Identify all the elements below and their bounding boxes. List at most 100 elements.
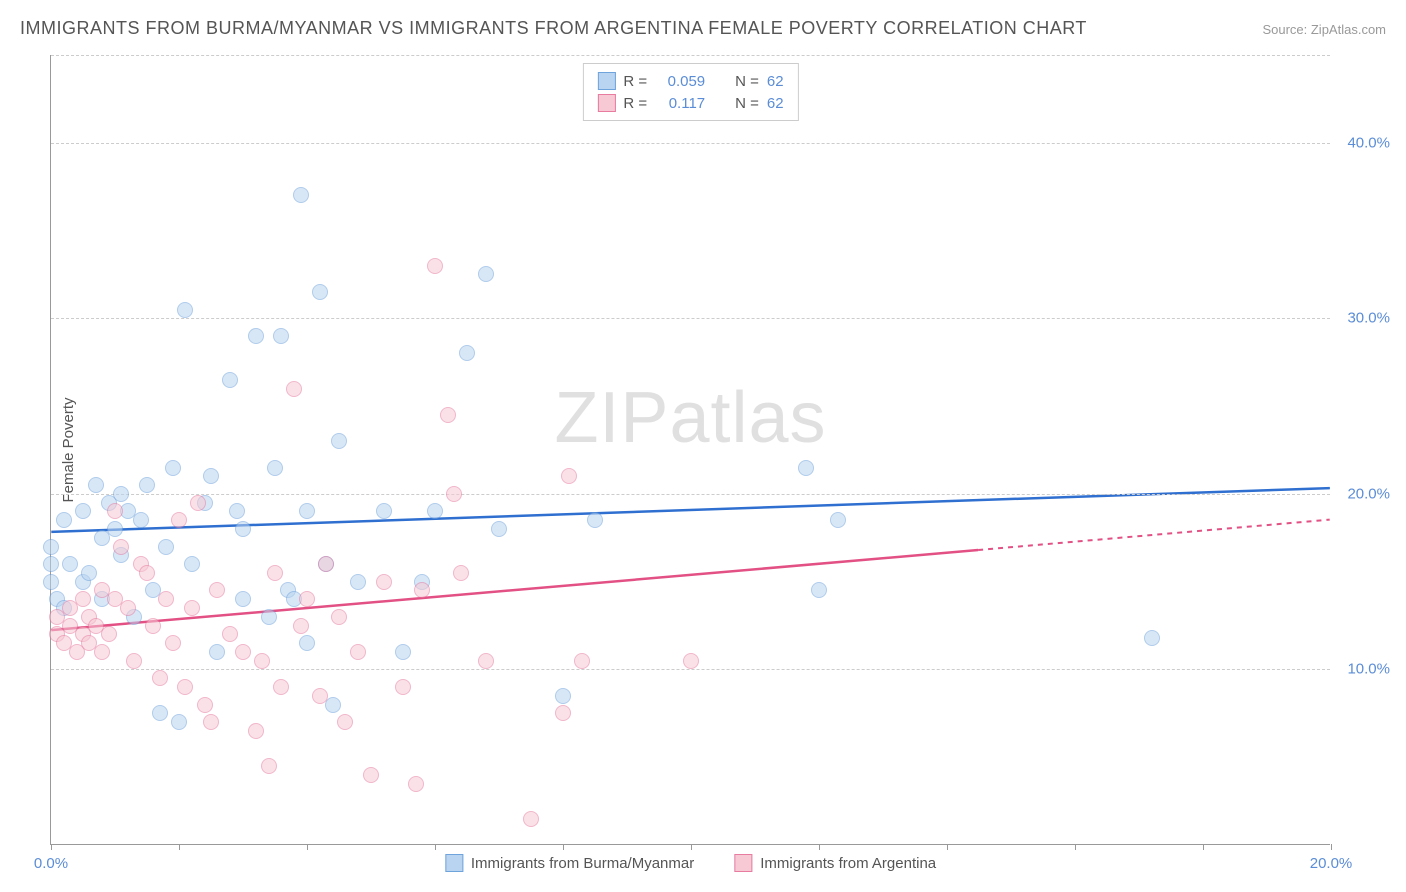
scatter-point <box>203 468 219 484</box>
x-tick-mark <box>563 844 564 850</box>
grid-line <box>51 143 1330 144</box>
scatter-point <box>197 697 213 713</box>
scatter-point <box>376 503 392 519</box>
x-tick-mark <box>1075 844 1076 850</box>
scatter-point <box>561 468 577 484</box>
y-axis-label: Female Poverty <box>60 397 77 502</box>
scatter-point <box>177 302 193 318</box>
scatter-point <box>293 618 309 634</box>
scatter-point <box>43 556 59 572</box>
scatter-point <box>261 609 277 625</box>
chart-title: IMMIGRANTS FROM BURMA/MYANMAR VS IMMIGRA… <box>20 18 1087 39</box>
scatter-point <box>248 328 264 344</box>
y-tick-label: 10.0% <box>1347 661 1390 678</box>
scatter-point <box>139 565 155 581</box>
scatter-point <box>145 618 161 634</box>
scatter-point <box>798 460 814 476</box>
scatter-point <box>683 653 699 669</box>
scatter-point <box>43 574 59 590</box>
x-tick-mark <box>51 844 52 850</box>
scatter-point <box>331 433 347 449</box>
x-tick-mark <box>691 844 692 850</box>
scatter-point <box>229 503 245 519</box>
scatter-point <box>184 556 200 572</box>
scatter-point <box>555 705 571 721</box>
scatter-point <box>453 565 469 581</box>
scatter-point <box>446 486 462 502</box>
legend-swatch-pink <box>597 94 615 112</box>
scatter-point <box>177 679 193 695</box>
scatter-point <box>171 512 187 528</box>
y-tick-label: 20.0% <box>1347 485 1390 502</box>
scatter-point <box>574 653 590 669</box>
scatter-point <box>209 582 225 598</box>
legend-swatch-blue <box>597 72 615 90</box>
scatter-point <box>395 644 411 660</box>
scatter-point <box>414 582 430 598</box>
x-tick-mark <box>1203 844 1204 850</box>
scatter-point <box>830 512 846 528</box>
scatter-point <box>158 591 174 607</box>
scatter-point <box>235 644 251 660</box>
scatter-point <box>350 574 366 590</box>
scatter-point <box>62 556 78 572</box>
scatter-point <box>299 635 315 651</box>
y-tick-label: 30.0% <box>1347 310 1390 327</box>
legend-swatch-blue-2 <box>445 854 463 872</box>
scatter-point <box>75 591 91 607</box>
scatter-point <box>299 591 315 607</box>
x-tick-mark <box>947 844 948 850</box>
legend-stats-row-1: R =0.059 N = 62 <box>597 70 783 92</box>
y-tick-label: 40.0% <box>1347 134 1390 151</box>
grid-line <box>51 55 1330 56</box>
scatter-point <box>126 653 142 669</box>
scatter-point <box>261 758 277 774</box>
scatter-point <box>811 582 827 598</box>
x-tick-label: 0.0% <box>34 855 68 872</box>
legend-stats: R =0.059 N = 62 R =0.117 N = 62 <box>582 63 798 121</box>
scatter-point <box>427 258 443 274</box>
scatter-point <box>248 723 264 739</box>
scatter-point <box>273 679 289 695</box>
chart-area: Female Poverty ZIPatlas R =0.059 N = 62 … <box>50 55 1330 845</box>
x-tick-mark <box>307 844 308 850</box>
scatter-point <box>81 565 97 581</box>
scatter-point <box>222 372 238 388</box>
grid-line <box>51 669 1330 670</box>
scatter-point <box>235 591 251 607</box>
scatter-point <box>56 512 72 528</box>
scatter-point <box>43 539 59 555</box>
scatter-point <box>331 609 347 625</box>
scatter-point <box>120 600 136 616</box>
scatter-point <box>286 381 302 397</box>
legend-item-2: Immigrants from Argentina <box>734 854 936 872</box>
scatter-point <box>350 644 366 660</box>
scatter-point <box>299 503 315 519</box>
scatter-point <box>376 574 392 590</box>
scatter-point <box>133 512 149 528</box>
scatter-point <box>113 539 129 555</box>
scatter-point <box>267 460 283 476</box>
trend-lines <box>51 55 1330 844</box>
scatter-point <box>101 626 117 642</box>
scatter-point <box>222 626 238 642</box>
scatter-point <box>555 688 571 704</box>
scatter-point <box>478 653 494 669</box>
scatter-point <box>165 635 181 651</box>
legend-swatch-pink-2 <box>734 854 752 872</box>
scatter-point <box>293 187 309 203</box>
x-tick-mark <box>819 844 820 850</box>
scatter-point <box>107 503 123 519</box>
scatter-point <box>107 521 123 537</box>
scatter-point <box>158 539 174 555</box>
scatter-point <box>440 407 456 423</box>
scatter-point <box>165 460 181 476</box>
scatter-point <box>94 644 110 660</box>
legend-series: Immigrants from Burma/Myanmar Immigrants… <box>445 854 936 872</box>
scatter-point <box>587 512 603 528</box>
scatter-point <box>88 477 104 493</box>
scatter-point <box>267 565 283 581</box>
scatter-point <box>190 495 206 511</box>
scatter-point <box>459 345 475 361</box>
scatter-point <box>209 644 225 660</box>
